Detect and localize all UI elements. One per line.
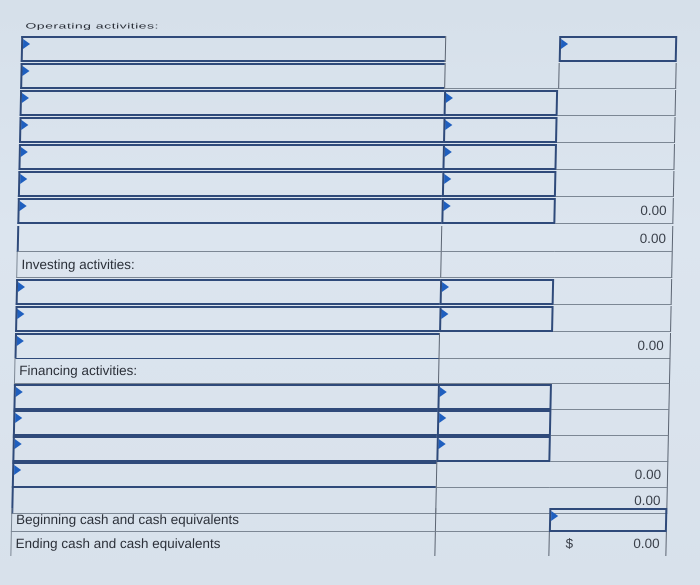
operating-row-1	[20, 36, 678, 62]
financing-header-row: Financing activities:	[13, 358, 671, 384]
investing-activities-heading: Investing activities:	[21, 257, 135, 272]
operating-row-5	[18, 144, 675, 170]
investing-row-2-label-input[interactable]	[15, 306, 440, 332]
financing-header-cell: Financing activities:	[13, 358, 439, 384]
investing-row-2	[15, 306, 672, 332]
financing-row-2-total	[550, 410, 670, 436]
investing-row-1	[15, 279, 673, 305]
financing-row-1	[13, 384, 670, 410]
investing-row-1-label-input[interactable]	[15, 279, 441, 305]
financing-row-4: 0.00	[11, 462, 669, 488]
operating-row-5-label-input[interactable]	[18, 144, 443, 170]
currency-symbol: $	[565, 536, 574, 551]
operating-row-7: 0.00	[17, 198, 674, 224]
operating-row-2-amount	[444, 63, 559, 89]
operating-row-6-amount-input[interactable]	[441, 171, 557, 197]
operating-row-4-label-input[interactable]	[19, 117, 444, 143]
operating-row-1-amount	[444, 36, 560, 62]
operating-row-4-amount-input[interactable]	[443, 117, 558, 143]
operating-row-5-total	[556, 144, 675, 170]
financing-row-3-amount-input[interactable]	[436, 436, 551, 462]
operating-total-cell: 0.00	[554, 226, 674, 252]
beginning-cash-label-cell: Beginning cash and cash equivalents	[10, 508, 436, 532]
financing-row-3-total	[550, 436, 669, 462]
net-financing-cash: 0.00	[634, 467, 662, 482]
operating-row-3-amount-input[interactable]	[443, 90, 559, 116]
investing-row-3: 0.00	[14, 333, 672, 359]
financing-header-total	[551, 358, 671, 384]
operating-row-2-label-input[interactable]	[20, 63, 445, 89]
cash-flow-worksheet: Operating activities: 0.00	[10, 0, 682, 560]
operating-row-3-label-input[interactable]	[19, 90, 445, 116]
operating-activities-heading: Operating activities:	[25, 21, 160, 30]
financing-header-amount	[437, 358, 553, 384]
investing-row-3-total: 0.00	[552, 333, 672, 359]
operating-row-5-amount-input[interactable]	[442, 144, 557, 170]
operating-row-6	[17, 171, 675, 197]
operating-row-7-label-input[interactable]	[17, 198, 442, 224]
financing-row-3	[12, 436, 669, 462]
financing-row-4-amount	[435, 462, 551, 488]
ending-cash-cell: $ 0.00	[548, 532, 667, 556]
investing-row-2-amount-input[interactable]	[439, 306, 554, 332]
financing-row-2-amount-input[interactable]	[436, 410, 552, 436]
ending-cash-label: Ending cash and cash equivalents	[15, 536, 221, 551]
investing-row-1-total	[553, 279, 673, 305]
beginning-cash-amount	[434, 508, 550, 532]
operating-total-label	[16, 226, 442, 252]
financing-row-1-total	[551, 384, 670, 410]
financing-row-3-label-input[interactable]	[12, 436, 437, 462]
financing-row-1-amount-input[interactable]	[437, 384, 552, 410]
financing-row-4-total: 0.00	[549, 462, 669, 488]
net-investing-cash: 0.00	[637, 338, 664, 353]
ending-cash-label-cell: Ending cash and cash equivalents	[10, 532, 435, 556]
operating-row-1-total-input[interactable]	[558, 36, 678, 62]
beginning-cash-input[interactable]	[548, 508, 668, 532]
financing-row-1-label-input[interactable]	[13, 384, 438, 410]
operating-row-4-total	[557, 117, 676, 143]
operating-row-1-label-input[interactable]	[20, 36, 446, 62]
investing-header-row: Investing activities:	[16, 252, 673, 278]
investing-row-2-total	[553, 306, 672, 332]
operating-subtotal-1: 0.00	[640, 203, 667, 218]
investing-row-3-label-input[interactable]	[14, 333, 440, 359]
beginning-cash-row: Beginning cash and cash equivalents	[10, 508, 668, 532]
investing-row-1-amount-input[interactable]	[439, 279, 555, 305]
investing-header-cell: Investing activities:	[16, 252, 441, 278]
operating-row-2-total	[558, 63, 677, 89]
financing-row-4-label-input[interactable]	[11, 462, 437, 488]
operating-row-2	[20, 63, 677, 89]
investing-header-amount	[440, 252, 555, 278]
financing-row-2	[12, 410, 670, 436]
investing-header-total	[554, 252, 673, 278]
investing-row-3-amount	[438, 333, 554, 359]
ending-cash-amount	[434, 532, 549, 556]
operating-row-4	[19, 117, 676, 143]
operating-row-7-amount-input[interactable]	[441, 198, 556, 224]
financing-activities-heading: Financing activities:	[19, 363, 138, 378]
operating-row-6-label-input[interactable]	[17, 171, 443, 197]
operating-row-3-total	[557, 90, 677, 116]
operating-row-6-total	[555, 171, 675, 197]
net-operating-cash: 0.00	[639, 231, 667, 246]
operating-row-3	[19, 90, 677, 116]
financing-row-2-label-input[interactable]	[12, 410, 438, 436]
operating-row-7-total: 0.00	[555, 198, 674, 224]
operating-total-amount	[440, 226, 556, 252]
beginning-cash-label: Beginning cash and cash equivalents	[15, 512, 240, 527]
operating-total-row: 0.00	[16, 226, 674, 252]
ending-cash-row: Ending cash and cash equivalents $ 0.00	[10, 532, 667, 556]
